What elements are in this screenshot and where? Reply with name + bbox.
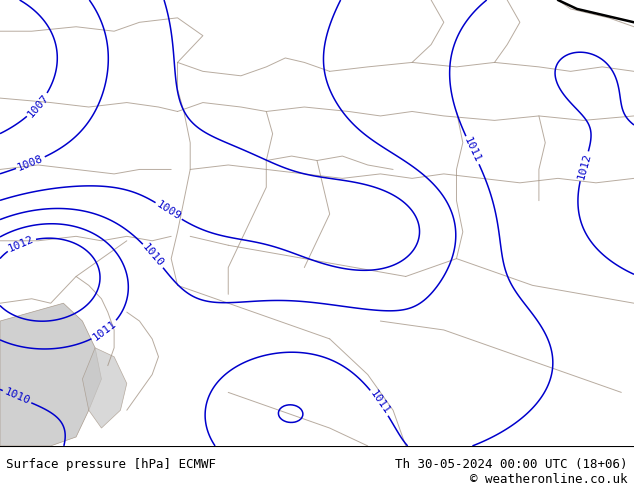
Text: Th 30-05-2024 00:00 UTC (18+06): Th 30-05-2024 00:00 UTC (18+06) <box>395 458 628 471</box>
Text: Surface pressure [hPa] ECMWF: Surface pressure [hPa] ECMWF <box>6 458 216 471</box>
Text: 1008: 1008 <box>16 153 45 172</box>
Text: 1011: 1011 <box>91 318 119 343</box>
Text: © weatheronline.co.uk: © weatheronline.co.uk <box>470 472 628 486</box>
Polygon shape <box>0 303 101 446</box>
Text: 1011: 1011 <box>462 136 482 165</box>
Text: 1010: 1010 <box>3 387 31 407</box>
Text: 1011: 1011 <box>368 389 391 416</box>
Text: 1012: 1012 <box>7 234 36 254</box>
Text: 1010: 1010 <box>141 242 165 269</box>
Text: 1007: 1007 <box>25 92 51 119</box>
Polygon shape <box>82 348 127 428</box>
Text: 1009: 1009 <box>155 199 183 222</box>
Text: 1012: 1012 <box>576 152 592 180</box>
